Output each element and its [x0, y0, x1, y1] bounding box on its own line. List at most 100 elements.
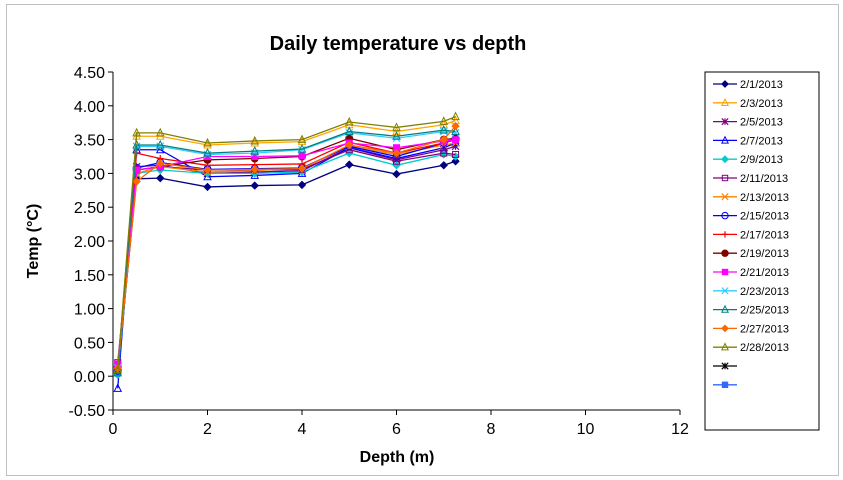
legend-item: 2/5/2013 — [713, 117, 783, 129]
data-point — [451, 157, 460, 166]
data-point — [203, 171, 212, 181]
legend-label: 2/17/2013 — [740, 229, 789, 241]
data-point — [721, 193, 729, 201]
data-point — [203, 182, 212, 192]
legend-label: 2/9/2013 — [740, 154, 783, 166]
data-point — [720, 342, 730, 351]
data-point — [720, 304, 730, 313]
series-15 — [113, 111, 460, 373]
legend-label: 2/15/2013 — [740, 211, 789, 223]
x-tick-label: 8 — [487, 421, 496, 438]
data-point — [345, 128, 354, 137]
series-line — [117, 116, 456, 370]
data-point — [393, 157, 400, 165]
data-point — [439, 127, 448, 136]
legend-label: 2/19/2013 — [740, 248, 789, 260]
data-point — [297, 143, 307, 153]
y-tick-label: 2.50 — [74, 200, 105, 217]
series-line — [117, 142, 456, 389]
data-point — [721, 231, 729, 238]
x-axis-label: Depth (m) — [360, 449, 435, 466]
data-point — [721, 80, 729, 88]
y-tick-label: 3.50 — [74, 133, 105, 150]
x-tick-label: 10 — [577, 421, 595, 438]
legend-label: 2/23/2013 — [740, 286, 789, 298]
x-tick-label: 6 — [392, 421, 401, 438]
data-point — [721, 211, 729, 220]
series-1 — [113, 157, 460, 378]
legend-label: 2/1/2013 — [740, 79, 783, 91]
data-point — [452, 150, 460, 158]
y-tick-label: 0.00 — [74, 369, 105, 386]
data-point — [344, 126, 354, 135]
legend-item: 2/3/2013 — [713, 98, 783, 110]
series-line — [117, 138, 456, 365]
series-line — [117, 160, 456, 373]
legend-item: 2/11/2013 — [713, 173, 788, 185]
data-point — [203, 148, 212, 157]
data-point — [132, 139, 141, 149]
series-13 — [113, 125, 460, 377]
legend-item: 2/1/2013 — [713, 79, 783, 91]
legend: 2/1/2013 2/3/2013 2/5/2013 2/7/2013 2/9/2013… — [704, 71, 820, 431]
series-group — [113, 111, 460, 392]
data-point — [297, 180, 307, 190]
legend-label: 2/21/2013 — [740, 267, 789, 279]
y-tick-label: 2.00 — [74, 234, 105, 251]
data-point — [345, 140, 354, 150]
legend-item: 2/7/2013 — [713, 135, 783, 147]
legend-label: 2/11/2013 — [740, 173, 788, 185]
series-line — [117, 138, 456, 370]
y-tick-label: 1.00 — [74, 302, 105, 319]
data-point — [203, 165, 212, 175]
data-point — [156, 159, 165, 168]
legend-item: 2/17/2013 — [713, 229, 789, 241]
y-tick-label: 3.00 — [74, 166, 105, 183]
series-line — [117, 145, 456, 369]
legend-item: 2/19/2013 — [713, 248, 789, 260]
data-point — [721, 249, 729, 257]
y-tick-label: 0.50 — [74, 335, 105, 352]
legend-item: 2/28/2013 — [713, 342, 789, 354]
data-point — [392, 126, 401, 135]
chart-title: Daily temperature vs depth — [270, 33, 527, 55]
legend-item: 2/23/2013 — [713, 286, 789, 298]
data-point — [113, 383, 123, 392]
data-point — [440, 149, 448, 157]
legend-item: 2/27/2013 — [713, 323, 789, 335]
data-point — [439, 135, 448, 144]
data-point — [250, 165, 259, 174]
data-point — [344, 116, 354, 126]
data-point — [156, 173, 165, 183]
data-point — [132, 177, 141, 186]
legend-label: 2/27/2013 — [740, 323, 789, 335]
data-point — [451, 128, 460, 137]
data-point — [203, 137, 212, 147]
data-point — [720, 135, 730, 144]
data-point — [155, 144, 165, 154]
data-point — [392, 148, 401, 158]
legend-item: 2/25/2013 — [713, 305, 789, 317]
data-point — [156, 142, 165, 151]
data-point — [439, 125, 449, 134]
data-point — [721, 174, 729, 182]
data-point — [298, 152, 306, 160]
legend-item: 2/15/2013 — [713, 211, 789, 223]
data-point — [720, 97, 730, 106]
data-point — [721, 155, 729, 164]
data-point — [721, 324, 729, 333]
data-point — [451, 126, 460, 135]
data-point — [439, 161, 448, 170]
y-tick-label: -0.50 — [69, 403, 106, 420]
series-line — [117, 130, 456, 369]
data-point — [452, 136, 460, 144]
data-point — [392, 169, 401, 179]
data-point — [392, 122, 401, 131]
data-point — [250, 145, 260, 155]
legend-label: 2/3/2013 — [740, 98, 783, 110]
legend-label: 2/25/2013 — [740, 305, 789, 317]
x-tick-label: 0 — [109, 421, 118, 438]
y-axis-label: Temp (°C) — [25, 204, 42, 279]
data-point — [451, 121, 460, 131]
data-point — [392, 131, 401, 140]
